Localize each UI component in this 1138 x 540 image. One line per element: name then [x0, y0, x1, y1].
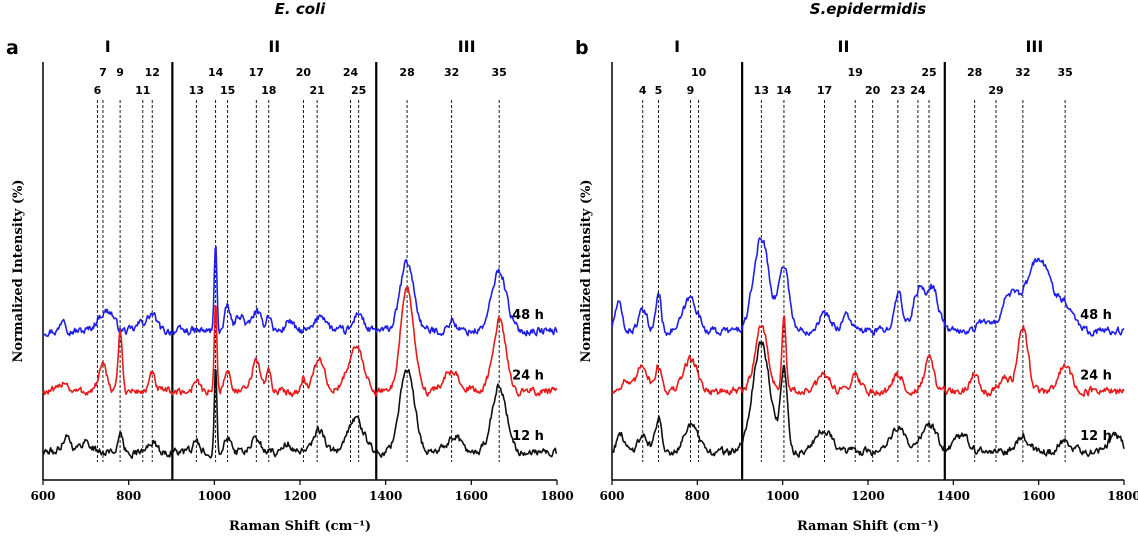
series-label: 24 h [512, 369, 544, 384]
peak-label: 25 [921, 66, 936, 79]
peak-label: 15 [220, 84, 235, 97]
peak-label: 29 [988, 84, 1003, 97]
series-label: 48 h [512, 308, 544, 323]
series-label: 24 h [1080, 369, 1112, 384]
peak-label: 13 [189, 84, 204, 97]
x-tick-label: 1000 [766, 489, 799, 503]
peak-label: 19 [848, 66, 863, 79]
series-label: 12 h [512, 429, 544, 444]
spectrum-line-48h [611, 237, 1125, 337]
peak-label: 6 [94, 84, 102, 97]
panel-letter: a [6, 37, 19, 59]
panel-letter: b [575, 37, 589, 59]
x-tick-label: 1400 [369, 489, 402, 503]
series-label: 48 h [1080, 308, 1112, 323]
y-axis-label: Normalized Intensity (%) [11, 180, 26, 363]
x-axis-label: Raman Shift (cm⁻¹) [229, 519, 371, 534]
y-axis-label: Normalized Intensity (%) [579, 180, 594, 363]
peak-label: 28 [967, 66, 982, 79]
spectrum-line-48h [42, 245, 558, 337]
x-tick-label: 600 [599, 489, 624, 503]
peak-label: 11 [135, 84, 150, 97]
panel-b: b S.epidermidis Normalized Intensity (%) 60… [575, 0, 1138, 534]
peak-label: 32 [444, 66, 459, 79]
peak-label: 14 [208, 66, 224, 79]
peak-label: 25 [351, 84, 366, 97]
x-tick-label: 1800 [540, 489, 573, 503]
panel-a: a E. coli Normalized Intensity (%) 600 800 10… [6, 0, 574, 534]
peak-label: 7 [99, 66, 107, 79]
peak-label: 9 [116, 66, 124, 79]
x-tick-label: 1000 [198, 489, 231, 503]
peak-label: 20 [865, 84, 881, 97]
spectrum-line-12h [611, 341, 1125, 458]
region-label: III [458, 37, 476, 56]
x-tick-label: 1400 [937, 489, 970, 503]
peak-label: 4 [639, 84, 647, 97]
peak-label: 17 [249, 66, 264, 79]
peak-label: 35 [1057, 66, 1072, 79]
peak-label: 17 [817, 84, 832, 97]
x-tick-label: 1600 [455, 489, 488, 503]
x-tick-label: 1200 [283, 489, 316, 503]
peak-label: 10 [691, 66, 707, 79]
peak-label: 32 [1015, 66, 1030, 79]
region-label: III [1025, 37, 1043, 56]
region-label: II [838, 37, 850, 56]
peak-label: 12 [145, 66, 160, 79]
peak-label: 5 [655, 84, 663, 97]
region-label: II [268, 37, 280, 56]
spectrum-line-24h [611, 315, 1125, 398]
x-tick-label: 800 [685, 489, 710, 503]
peak-label: 23 [890, 84, 905, 97]
peak-label: 28 [399, 66, 414, 79]
x-axis-label: Raman Shift (cm⁻¹) [797, 519, 939, 534]
x-tick-label: 1800 [1107, 489, 1138, 503]
region-label: I [105, 37, 111, 56]
peak-label: 24 [910, 84, 926, 97]
spectrum-line-12h [42, 368, 558, 460]
peak-label: 21 [309, 84, 324, 97]
peak-label: 20 [296, 66, 312, 79]
region-label: I [674, 37, 680, 56]
chart-title: S.epidermidis [810, 0, 927, 18]
series-label: 12 h [1080, 429, 1112, 444]
peak-label: 14 [776, 84, 792, 97]
x-tick-label: 600 [30, 489, 55, 503]
peak-label: 9 [687, 84, 695, 97]
peak-label: 35 [492, 66, 507, 79]
peak-label: 24 [343, 66, 359, 79]
chart-title: E. coli [275, 0, 327, 18]
x-tick-label: 1200 [851, 489, 884, 503]
spectrum-line-24h [42, 286, 558, 398]
peak-label: 13 [754, 84, 769, 97]
peak-label: 18 [261, 84, 276, 97]
x-tick-label: 800 [116, 489, 141, 503]
x-tick-label: 1600 [1022, 489, 1055, 503]
